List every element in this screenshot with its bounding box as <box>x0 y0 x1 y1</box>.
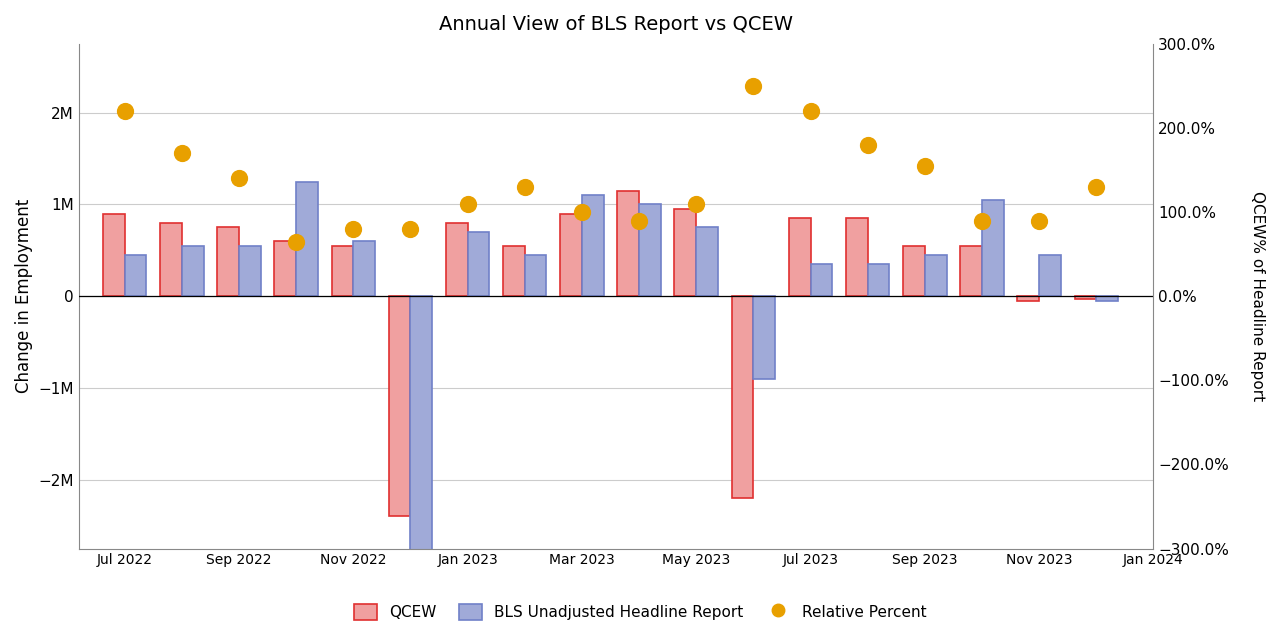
Bar <box>982 200 1004 296</box>
Title: Annual View of BLS Report vs QCEW: Annual View of BLS Report vs QCEW <box>439 15 794 34</box>
Bar <box>582 195 604 296</box>
Bar <box>503 246 525 296</box>
Bar <box>617 191 639 296</box>
Legend: QCEW, BLS Unadjusted Headline Report, Relative Percent: QCEW, BLS Unadjusted Headline Report, Re… <box>348 598 932 626</box>
Y-axis label: Change in Employment: Change in Employment <box>15 199 33 394</box>
Bar <box>389 296 411 516</box>
Relative Percent <box>744 81 764 91</box>
Relative Percent <box>1085 182 1106 192</box>
Bar <box>332 246 353 296</box>
Bar <box>732 296 754 498</box>
Bar <box>124 255 146 296</box>
Bar <box>239 246 261 296</box>
Relative Percent <box>686 198 707 209</box>
Bar <box>810 264 832 296</box>
Bar <box>467 232 489 296</box>
Relative Percent <box>628 216 649 226</box>
Bar <box>160 223 182 296</box>
Bar <box>411 296 433 553</box>
Bar <box>445 223 467 296</box>
Bar <box>102 214 124 296</box>
Bar <box>754 296 776 379</box>
Bar <box>182 246 204 296</box>
Bar <box>904 246 925 296</box>
Bar <box>1039 255 1061 296</box>
Relative Percent <box>915 161 936 171</box>
Bar <box>296 182 317 296</box>
Relative Percent <box>858 140 878 150</box>
Bar <box>274 241 296 296</box>
Bar <box>1018 296 1039 301</box>
Bar <box>846 218 868 296</box>
Bar <box>218 227 239 296</box>
Relative Percent <box>285 236 306 246</box>
Relative Percent <box>515 182 535 192</box>
Bar <box>960 246 982 296</box>
Relative Percent <box>114 106 134 116</box>
Relative Percent <box>343 224 364 234</box>
Bar <box>675 209 696 296</box>
Relative Percent <box>972 216 992 226</box>
Relative Percent <box>229 173 250 184</box>
Bar <box>639 204 660 296</box>
Bar <box>353 241 375 296</box>
Bar <box>1096 296 1117 301</box>
Bar <box>788 218 810 296</box>
Relative Percent <box>572 207 593 217</box>
Bar <box>925 255 946 296</box>
Y-axis label: QCEW% of Headline Report: QCEW% of Headline Report <box>1251 191 1265 401</box>
Relative Percent <box>172 148 192 158</box>
Relative Percent <box>800 106 820 116</box>
Bar <box>1074 296 1096 299</box>
Bar <box>561 214 582 296</box>
Bar <box>525 255 547 296</box>
Relative Percent <box>401 224 421 234</box>
Bar <box>868 264 890 296</box>
Bar <box>696 227 718 296</box>
Relative Percent <box>457 198 477 209</box>
Relative Percent <box>1029 216 1050 226</box>
